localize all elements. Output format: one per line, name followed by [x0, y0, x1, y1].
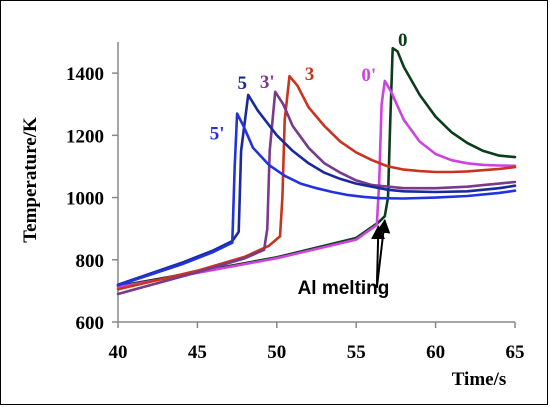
series-label: 3': [260, 72, 275, 93]
annotation-label: Al melting: [298, 278, 390, 299]
axes: [117, 42, 515, 323]
series-label: 5': [210, 124, 225, 145]
x-axis-title: Time/s: [452, 369, 507, 390]
series-labels: 0 0' 3 3' 5 5': [210, 30, 408, 144]
x-tick-label: 55: [347, 342, 366, 363]
y-axis-title: Temperature/K: [20, 117, 41, 243]
y-tick-label: 1000: [66, 189, 104, 210]
tick-labels: 40 45 50 55 60 65 600 800 1000 1200 1400: [66, 64, 525, 363]
x-tick-label: 60: [426, 342, 445, 363]
y-tick-label: 800: [76, 251, 105, 272]
series-line-0p: [116, 79, 517, 289]
series-label: 0': [361, 65, 376, 86]
x-tick-label: 65: [506, 342, 525, 363]
x-tick-label: 50: [267, 342, 286, 363]
series-label: 0: [398, 30, 408, 51]
x-tick-label: 45: [188, 342, 207, 363]
x-tick-label: 40: [109, 342, 128, 363]
tick-marks: [112, 72, 516, 328]
series-line-5: [116, 93, 517, 287]
y-tick-label: 1400: [66, 64, 104, 85]
series-line-3: [116, 74, 517, 291]
series-label: 5: [237, 73, 247, 94]
series-layer: [116, 46, 517, 296]
annotation-arrow: [375, 218, 391, 288]
series-label: 3: [305, 64, 315, 85]
y-tick-label: 600: [76, 313, 105, 334]
series-line-0: [116, 46, 517, 288]
y-tick-label: 1200: [66, 126, 104, 147]
series-line-3p: [116, 90, 517, 296]
series-line-5p: [116, 112, 517, 287]
annotation-layer: Al melting: [298, 218, 391, 299]
